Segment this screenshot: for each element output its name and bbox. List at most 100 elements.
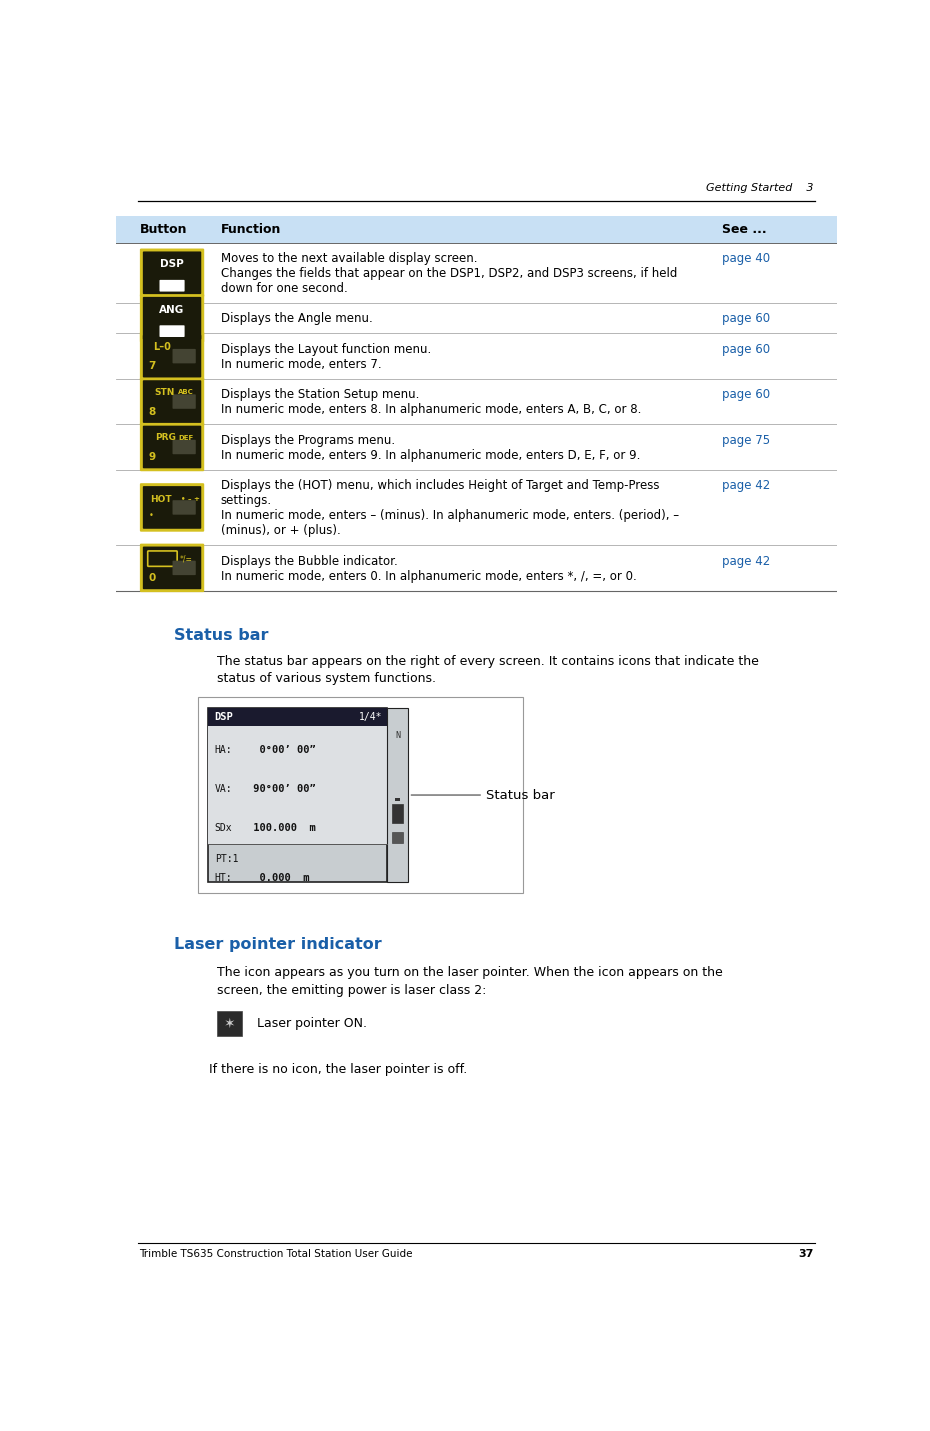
Text: down for one second.: down for one second. bbox=[220, 282, 348, 295]
FancyBboxPatch shape bbox=[143, 381, 201, 424]
Text: page 42: page 42 bbox=[723, 555, 771, 568]
Text: SDx: SDx bbox=[215, 823, 232, 833]
Text: 1/4*: 1/4* bbox=[359, 711, 382, 721]
Text: If there is no icon, the laser pointer is off.: If there is no icon, the laser pointer i… bbox=[209, 1063, 468, 1076]
Text: •: • bbox=[149, 511, 153, 521]
Text: Getting Started    3: Getting Started 3 bbox=[706, 183, 814, 193]
Text: L–0: L–0 bbox=[153, 342, 171, 352]
Text: page 40: page 40 bbox=[723, 252, 770, 265]
Bar bbox=[116, 545, 837, 591]
Text: The status bar appears on the right of every screen. It contains icons that indi: The status bar appears on the right of e… bbox=[217, 654, 759, 667]
Text: settings.: settings. bbox=[220, 494, 272, 507]
Bar bbox=[208, 708, 387, 883]
Text: 0.000  m: 0.000 m bbox=[247, 873, 310, 883]
Text: page 60: page 60 bbox=[723, 388, 770, 401]
FancyBboxPatch shape bbox=[172, 439, 195, 454]
Bar bbox=[197, 697, 523, 893]
FancyBboxPatch shape bbox=[172, 349, 195, 363]
Text: screen, the emitting power is laser class 2:: screen, the emitting power is laser clas… bbox=[217, 985, 486, 997]
FancyBboxPatch shape bbox=[140, 484, 205, 532]
Text: page 42: page 42 bbox=[723, 479, 771, 492]
Bar bbox=[116, 469, 837, 545]
Text: Status bar: Status bar bbox=[174, 628, 269, 643]
FancyBboxPatch shape bbox=[143, 252, 201, 295]
Text: HT:: HT: bbox=[215, 873, 232, 883]
Text: STN: STN bbox=[154, 388, 175, 396]
Bar bbox=[116, 333, 837, 379]
Text: ANG: ANG bbox=[159, 305, 185, 315]
Text: In numeric mode, enters 0. In alphanumeric mode, enters *, /, =, or 0.: In numeric mode, enters 0. In alphanumer… bbox=[220, 570, 637, 582]
Text: status of various system functions.: status of various system functions. bbox=[217, 673, 436, 685]
FancyBboxPatch shape bbox=[172, 395, 195, 409]
Text: 9: 9 bbox=[149, 452, 155, 462]
FancyBboxPatch shape bbox=[159, 280, 184, 292]
Text: VA:: VA: bbox=[215, 784, 232, 794]
Text: page 60: page 60 bbox=[723, 343, 770, 356]
FancyBboxPatch shape bbox=[140, 249, 205, 298]
FancyBboxPatch shape bbox=[140, 378, 205, 426]
Text: ✶: ✶ bbox=[223, 1016, 235, 1030]
Text: */=: */= bbox=[179, 554, 193, 564]
Text: DSP: DSP bbox=[160, 259, 184, 269]
FancyBboxPatch shape bbox=[172, 561, 195, 575]
Text: Displays the Layout function menu.: Displays the Layout function menu. bbox=[220, 343, 432, 356]
Text: Displays the Angle menu.: Displays the Angle menu. bbox=[220, 312, 373, 325]
Text: 0: 0 bbox=[149, 572, 155, 582]
FancyBboxPatch shape bbox=[159, 325, 184, 338]
Text: In numeric mode, enters 7.: In numeric mode, enters 7. bbox=[220, 358, 381, 371]
FancyBboxPatch shape bbox=[143, 487, 201, 529]
Bar bbox=[392, 833, 403, 843]
FancyBboxPatch shape bbox=[172, 501, 195, 515]
FancyBboxPatch shape bbox=[143, 547, 201, 590]
Text: N: N bbox=[395, 731, 400, 740]
Text: Laser pointer indicator: Laser pointer indicator bbox=[174, 937, 382, 952]
Text: DSP: DSP bbox=[215, 711, 233, 721]
Text: 100.000  m: 100.000 m bbox=[247, 823, 316, 833]
Text: HOT: HOT bbox=[151, 495, 172, 504]
Text: PRG: PRG bbox=[154, 434, 176, 442]
Bar bbox=[116, 424, 837, 469]
FancyBboxPatch shape bbox=[140, 293, 205, 342]
Text: In numeric mode, enters 8. In alphanumeric mode, enters A, B, C, or 8.: In numeric mode, enters 8. In alphanumer… bbox=[220, 404, 642, 416]
Text: Moves to the next available display screen.: Moves to the next available display scre… bbox=[220, 252, 477, 265]
Text: The icon appears as you turn on the laser pointer. When the icon appears on the: The icon appears as you turn on the lase… bbox=[217, 966, 723, 979]
Bar bbox=[392, 804, 403, 823]
Bar bbox=[116, 243, 837, 303]
Text: Button: Button bbox=[140, 223, 187, 236]
Bar bbox=[387, 708, 408, 883]
Text: In numeric mode, enters 9. In alphanumeric mode, enters D, E, F, or 9.: In numeric mode, enters 9. In alphanumer… bbox=[220, 449, 640, 462]
Text: DEF: DEF bbox=[179, 435, 193, 441]
FancyBboxPatch shape bbox=[140, 332, 205, 381]
FancyBboxPatch shape bbox=[143, 296, 201, 339]
Text: Changes the fields that appear on the DSP1, DSP2, and DSP3 screens, if held: Changes the fields that appear on the DS… bbox=[220, 268, 677, 280]
Text: (minus), or + (plus).: (minus), or + (plus). bbox=[220, 524, 340, 537]
Text: 7: 7 bbox=[149, 361, 156, 371]
Bar bbox=[116, 303, 837, 333]
Bar bbox=[116, 216, 837, 243]
Text: 37: 37 bbox=[798, 1249, 814, 1259]
Text: Displays the Station Setup menu.: Displays the Station Setup menu. bbox=[220, 388, 419, 401]
Bar bbox=[395, 797, 400, 801]
Text: Trimble TS635 Construction Total Station User Guide: Trimble TS635 Construction Total Station… bbox=[140, 1249, 413, 1259]
FancyBboxPatch shape bbox=[143, 335, 201, 378]
Text: Status bar: Status bar bbox=[411, 788, 554, 801]
Text: page 60: page 60 bbox=[723, 312, 770, 325]
Text: Displays the (HOT) menu, which includes Height of Target and Temp-Press: Displays the (HOT) menu, which includes … bbox=[220, 479, 659, 492]
Text: Displays the Bubble indicator.: Displays the Bubble indicator. bbox=[220, 555, 398, 568]
Text: 0°00’ 00”: 0°00’ 00” bbox=[247, 744, 316, 754]
Text: PT:1: PT:1 bbox=[215, 854, 238, 864]
FancyBboxPatch shape bbox=[140, 422, 205, 471]
Text: 90°00’ 00”: 90°00’ 00” bbox=[247, 784, 316, 794]
Text: Function: Function bbox=[220, 223, 281, 236]
Text: See ...: See ... bbox=[723, 223, 767, 236]
Text: 8: 8 bbox=[149, 406, 155, 416]
Bar bbox=[116, 379, 837, 424]
Text: HA:: HA: bbox=[215, 744, 232, 754]
Text: Laser pointer ON.: Laser pointer ON. bbox=[258, 1017, 367, 1030]
Text: page 75: page 75 bbox=[723, 434, 770, 446]
Text: In numeric mode, enters – (minus). In alphanumeric mode, enters. (period), –: In numeric mode, enters – (minus). In al… bbox=[220, 509, 679, 522]
FancyBboxPatch shape bbox=[143, 425, 201, 468]
Bar bbox=[208, 726, 387, 844]
Bar bbox=[217, 1012, 242, 1036]
Bar bbox=[208, 708, 387, 726]
